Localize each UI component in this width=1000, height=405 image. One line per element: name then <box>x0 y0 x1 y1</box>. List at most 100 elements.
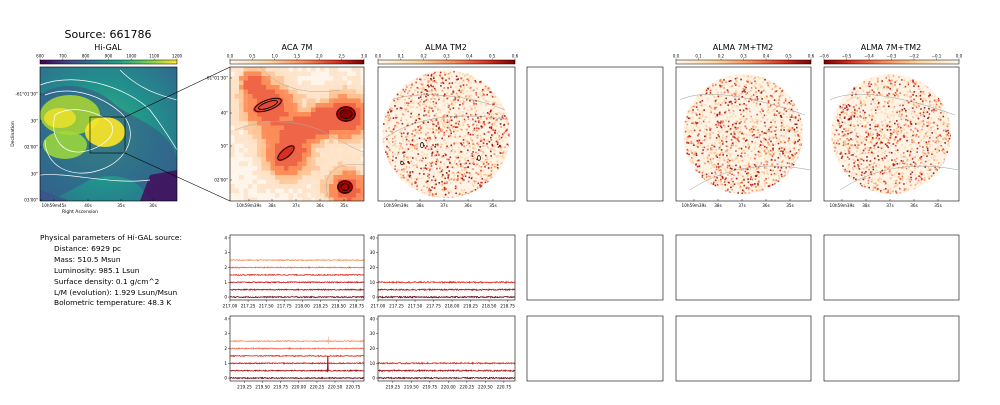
spectrum-y-tick-label: 0 <box>224 376 227 381</box>
colorbar-tick-label: 0.1 <box>695 54 702 59</box>
spectrum-x-tick-label: 219.75 <box>273 385 288 390</box>
spectrum-x-tick-label: 218.25 <box>463 304 478 309</box>
y-tick-label: 30" <box>31 119 38 124</box>
physical-parameters: Physical parameters of Hi-GAL source: Di… <box>40 233 182 309</box>
spectrum-y-tick-label: 2 <box>224 265 227 270</box>
alma-7m-tm2-colorbar-b <box>823 59 960 65</box>
colorbar-tick-label: 2.0 <box>316 54 323 59</box>
alma-7m-tm2-colorbar-a <box>675 59 812 65</box>
x-tick-label: 36s <box>762 203 770 208</box>
spectrum-y-tick-label: 30 <box>370 250 376 255</box>
spectrum-series <box>229 273 365 277</box>
x-tick-label: 38s <box>268 203 276 208</box>
spectrum-series <box>229 361 365 365</box>
colorbar-tick-label: −0.1 <box>932 54 942 59</box>
spectrum-x-tick-label: 220.75 <box>346 385 361 390</box>
spectrum-y-tick-label: 40 <box>370 316 376 321</box>
spectrum-y-tick-label: 2 <box>224 346 227 351</box>
alma-tm2-panel: ALMA TM2 0.0 0.1 0.2 0.3 0.4 0.5 0.6 10h59m39s… <box>375 43 519 208</box>
alma-7m-tm2-colorbar-ticks-a: 0.0 0.1 0.2 0.3 0.4 0.5 0.6 <box>673 54 815 60</box>
alma-7m-tm2-x-ticks-b: 10h59m39s 38s 37s 36s 35s <box>830 199 942 208</box>
aca7m-colorbar <box>229 59 365 65</box>
alma-7m-tm2-colorbar-ticks-b: −0.6 −0.5 −0.4 −0.3 −0.2 −0.1 0.0 <box>819 54 963 60</box>
aca7m-panel: ACA 7M 0.0 0.5 1.0 1.5 2.0 2.5 3.0 -61°01'30" 4… <box>205 43 367 208</box>
colorbar-tick-label: 0.4 <box>466 54 473 59</box>
x-tick-label: 38s <box>416 203 424 208</box>
colorbar-tick-label: 0.6 <box>808 54 815 59</box>
spectrum-x-tick-label: 220.00 <box>441 385 456 390</box>
aca7m-image <box>230 67 364 201</box>
param-lm: L/M (evolution): 1.929 Lsun/Msun <box>54 287 178 297</box>
higal-x-ticks: 10h59m45s 40s 35s 30s <box>42 199 157 208</box>
spectrum-x-tick-label: 218.75 <box>500 304 515 309</box>
x-tick-label: 37s <box>738 203 746 208</box>
colorbar-tick-label: 700 <box>59 54 67 59</box>
colorbar-tick-label: −0.4 <box>864 54 874 59</box>
spectrum-x-tick-label: 217.00 <box>371 304 386 309</box>
spectrum-series <box>377 295 516 299</box>
y-tick-label: -61°01'30" <box>205 76 228 81</box>
y-tick-label: 50" <box>221 144 228 149</box>
spectrum-y-tick-label: 4 <box>224 316 227 321</box>
spectrum-y-tick-label: 1 <box>224 280 227 285</box>
alma-tm2-colorbar <box>377 59 516 65</box>
x-tick-label: 37s <box>886 203 894 208</box>
higal-ylabel: Declination <box>10 121 16 147</box>
x-tick-label: 35s <box>117 203 125 208</box>
spectrum-series <box>229 280 364 284</box>
colorbar-tick-label: −0.3 <box>887 54 897 59</box>
colorbar-tick-label: 0.4 <box>763 54 770 59</box>
alma-7m-tm2-image-a <box>683 74 803 194</box>
y-tick-label: 02'00" <box>24 145 38 150</box>
spectrum-y-tick-label: 10 <box>370 280 376 285</box>
spectrum-series <box>229 356 365 373</box>
empty-spectrum-panel <box>823 234 960 301</box>
x-tick-label: 38s <box>862 203 870 208</box>
spectrum-x-tick-label: 219.25 <box>385 385 400 390</box>
x-tick-label: 35s <box>489 203 497 208</box>
x-tick-label: 37s <box>292 203 300 208</box>
x-tick-label: 10h59m45s <box>42 203 67 208</box>
spectrum-y-tick-label: 0 <box>372 295 375 300</box>
x-tick-label: 35s <box>934 203 942 208</box>
empty-spectrum-panel <box>823 315 960 382</box>
spectrum-x-tick-label: 218.50 <box>331 304 346 309</box>
colorbar-tick-label: 0.3 <box>740 54 747 59</box>
empty-spectrum-panel <box>675 315 812 382</box>
higal-xlabel: Right Ascension <box>62 209 98 215</box>
spectrum-x-tick-label: 218.00 <box>445 304 460 309</box>
params-header: Physical parameters of Hi-GAL source: <box>40 233 182 242</box>
alma-7m-tm2-title-a: ALMA 7M+TM2 <box>713 43 773 52</box>
spectrum-x-tick-label: 219.25 <box>237 385 252 390</box>
spectrum-y-tick-label: 10 <box>370 361 376 366</box>
spectrum-x-tick-label: 219.75 <box>423 385 438 390</box>
spectrum-series <box>229 258 365 262</box>
spectrum-y-tick-label: 1 <box>224 361 227 366</box>
y-tick-label: 03'00" <box>24 198 38 203</box>
spectrum-x-tick-label: 217.75 <box>277 304 292 309</box>
alma-7m-tm2-image-b <box>831 74 951 194</box>
x-tick-label: 37s <box>440 203 448 208</box>
spectrum-series <box>229 354 364 358</box>
spectrum-panel-aca_row2: 0 1 2 3 4 219.25 219.50 219.75 220.00 220.25 220.5… <box>224 315 365 390</box>
param-surface-density: Surface density: 0.1 g/cm^2 <box>54 276 160 286</box>
spectrum-y-tick-label: 30 <box>370 331 376 336</box>
spectrum-y-tick-label: 0 <box>372 376 375 381</box>
alma-7m-tm2-title-b: ALMA 7M+TM2 <box>861 43 921 52</box>
empty-image-panel <box>526 66 664 202</box>
colorbar-tick-label: 1.0 <box>271 54 278 59</box>
param-luminosity: Luminosity: 985.1 Lsun <box>54 265 140 275</box>
aca7m-title: ACA 7M <box>282 43 313 52</box>
spectrum-series <box>377 361 516 366</box>
x-tick-label: 36s <box>316 203 324 208</box>
colorbar-tick-label: 0.1 <box>398 54 405 59</box>
spectrum-x-tick-label: 217.50 <box>259 304 274 309</box>
x-tick-label: 36s <box>910 203 918 208</box>
alma-tm2-colorbar-ticks: 0.0 0.1 0.2 0.3 0.4 0.5 0.6 <box>375 54 519 60</box>
colorbar-tick-label: 800 <box>82 54 90 59</box>
spectrum-x-tick-label: 219.50 <box>255 385 270 390</box>
